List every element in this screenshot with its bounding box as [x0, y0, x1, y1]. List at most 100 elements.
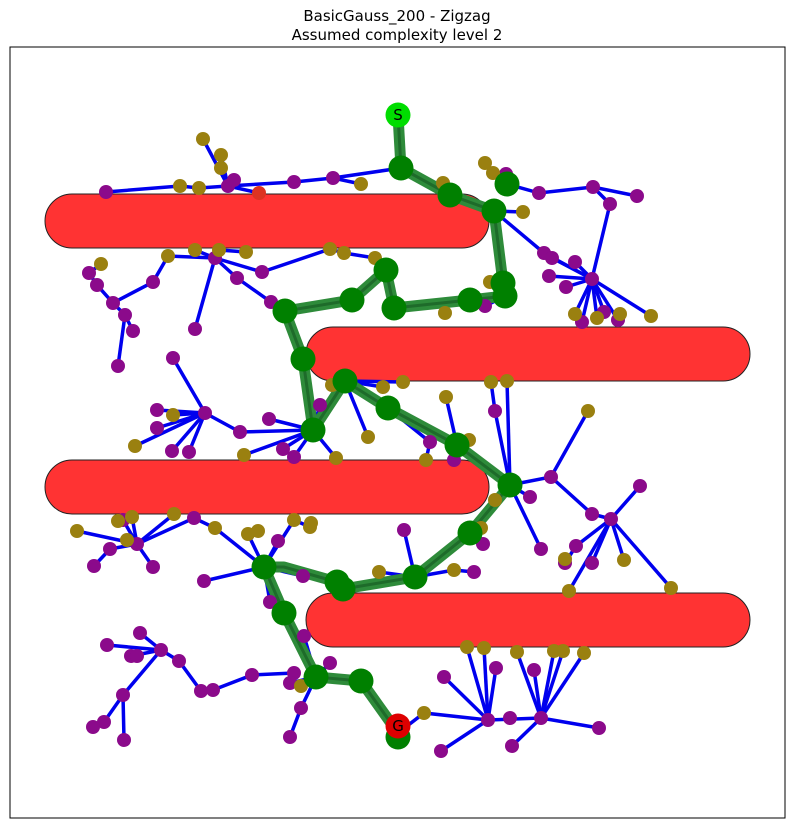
tree-node — [500, 374, 514, 388]
tree-node — [296, 569, 310, 583]
path-node — [444, 432, 470, 458]
tree-node — [166, 351, 180, 365]
tree-node — [489, 661, 503, 675]
path-node — [375, 395, 401, 421]
tree-node — [133, 626, 147, 640]
tree-edge — [548, 274, 593, 281]
tree-node — [197, 574, 211, 588]
tree-node — [212, 243, 226, 257]
tree-edge — [539, 650, 565, 719]
tree-node — [484, 375, 498, 389]
tree-node — [397, 523, 411, 537]
tree-node — [146, 560, 160, 574]
tree-node — [503, 711, 517, 725]
tree-edge — [567, 518, 613, 592]
tree-edge — [116, 314, 127, 367]
tree-node — [118, 308, 132, 322]
obstacle-3 — [44, 459, 490, 515]
tree-node — [255, 265, 269, 279]
tree-node — [173, 179, 187, 193]
tree-node — [283, 676, 297, 690]
tree-edge — [442, 675, 490, 722]
tree-node — [486, 166, 500, 180]
tree-node — [294, 679, 308, 693]
tree-node — [585, 507, 599, 521]
tree-node — [287, 175, 301, 189]
tree-node — [214, 161, 228, 175]
tree-node — [126, 324, 140, 338]
tree-edge — [214, 256, 263, 274]
path-node — [402, 564, 428, 590]
tree-node — [534, 711, 548, 725]
tree-node — [534, 542, 548, 556]
tree-edge — [486, 667, 498, 721]
tree-node — [283, 730, 297, 744]
tree-node — [481, 713, 495, 727]
path-node — [303, 664, 329, 690]
tree-node — [592, 721, 606, 735]
tree-node — [603, 197, 617, 211]
tree-node — [396, 375, 410, 389]
tree-edge — [170, 411, 207, 453]
tree-node — [233, 425, 247, 439]
tree-node — [154, 643, 168, 657]
tree-node — [304, 516, 318, 530]
tree-node — [188, 243, 202, 257]
tree-edge — [76, 516, 266, 569]
tree-node — [99, 185, 113, 199]
tree-node — [544, 470, 558, 484]
tree-node — [116, 688, 130, 702]
tree-node — [271, 534, 285, 548]
tree-node — [556, 644, 570, 658]
tree-node — [585, 556, 599, 570]
path-node — [494, 171, 520, 197]
tree-node — [569, 539, 583, 553]
tree-node — [287, 450, 301, 464]
tree-node — [590, 311, 604, 325]
tree-node — [664, 581, 678, 595]
tree-node — [87, 559, 101, 573]
tree-node — [577, 646, 591, 660]
tree-node — [617, 553, 631, 567]
tree-node — [323, 242, 337, 256]
tree-edge — [193, 257, 217, 330]
tree-node — [559, 280, 573, 294]
tree-node — [187, 511, 201, 525]
obstacle-1 — [44, 193, 490, 249]
tree-edge — [609, 517, 673, 590]
tree-edge — [135, 512, 176, 546]
tree-node — [354, 177, 368, 191]
tree-node — [361, 430, 375, 444]
path-nodes — [251, 155, 523, 750]
tree-node — [182, 445, 196, 459]
tree-node — [633, 479, 647, 493]
tree-node — [542, 269, 556, 283]
tree-node — [82, 266, 96, 280]
tree-edge — [227, 176, 362, 188]
tree-node — [130, 649, 144, 663]
olive-nodes — [70, 132, 678, 720]
tree-edge — [590, 203, 612, 280]
tree-node — [111, 359, 125, 373]
tree-node — [287, 513, 301, 527]
tree-node — [568, 307, 582, 321]
tree-node — [505, 739, 519, 753]
tree-node — [460, 640, 474, 654]
tree-node — [297, 629, 311, 643]
chart-title: BasicGauss_200 - Zigzag — [303, 7, 491, 25]
tree-node — [329, 451, 343, 465]
path-node — [332, 368, 358, 394]
path-node — [381, 295, 407, 321]
tree-edge — [532, 669, 543, 719]
tree-node — [558, 552, 572, 566]
tree-node — [447, 563, 461, 577]
path-node — [373, 257, 399, 283]
tree-node — [150, 421, 164, 435]
path-node — [497, 472, 523, 498]
tree-node — [120, 533, 134, 547]
path-node — [457, 287, 483, 313]
tree-node — [586, 180, 600, 194]
tree-node — [90, 278, 104, 292]
tree-node — [103, 542, 117, 556]
